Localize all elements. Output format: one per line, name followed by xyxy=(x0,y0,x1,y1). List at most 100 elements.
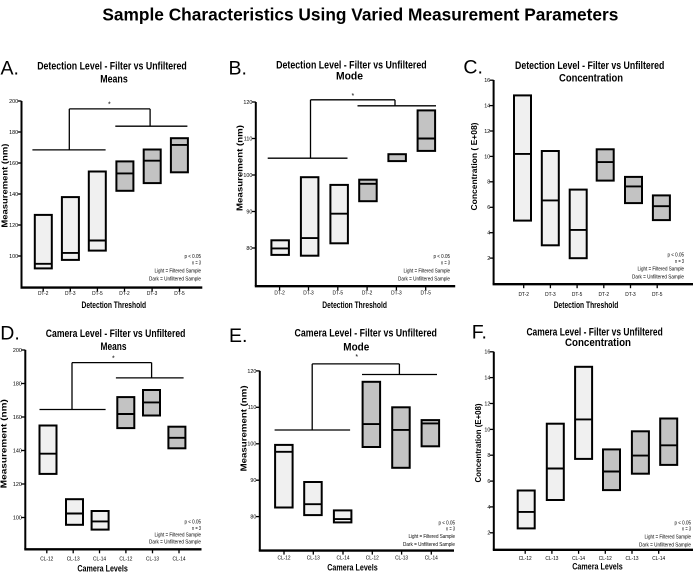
svg-text:120: 120 xyxy=(247,369,256,375)
svg-text:Light = Filtered Sample: Light = Filtered Sample xyxy=(645,534,692,540)
svg-text:n = 3: n = 3 xyxy=(441,261,450,267)
svg-text:14: 14 xyxy=(484,376,490,382)
svg-text:D.: D. xyxy=(0,323,20,345)
svg-text:CL-13: CL-13 xyxy=(395,556,408,562)
svg-text:CL-12: CL-12 xyxy=(366,556,379,562)
svg-text:160: 160 xyxy=(9,161,18,167)
svg-text:CL-13: CL-13 xyxy=(307,556,320,562)
svg-text:Mode: Mode xyxy=(336,71,363,83)
svg-text:Detection Level - Filter vs Un: Detection Level - Filter vs Unfiltered xyxy=(37,61,187,73)
svg-text:p < 0.05: p < 0.05 xyxy=(675,520,692,526)
svg-text:180: 180 xyxy=(9,130,18,136)
svg-text:Concentration: Concentration xyxy=(559,72,623,84)
svg-text:CL-14: CL-14 xyxy=(425,556,438,562)
svg-text:p < 0.05: p < 0.05 xyxy=(668,253,685,259)
svg-text:Detection Threshold: Detection Threshold xyxy=(322,300,387,311)
svg-text:Measurement (nm): Measurement (nm) xyxy=(1,143,10,227)
svg-text:CL-12: CL-12 xyxy=(40,557,53,563)
svg-text:A.: A. xyxy=(1,58,19,80)
svg-text:90: 90 xyxy=(246,209,252,215)
svg-text:100: 100 xyxy=(9,254,18,260)
svg-text:B.: B. xyxy=(229,58,247,80)
svg-text:CL-13: CL-13 xyxy=(545,556,558,562)
svg-text:CL-12: CL-12 xyxy=(119,557,132,563)
svg-text:Dark = Unfiltered Sample: Dark = Unfiltered Sample xyxy=(632,275,684,281)
svg-text:CL-13: CL-13 xyxy=(67,557,80,563)
svg-text:Camera Levels: Camera Levels xyxy=(327,563,378,574)
svg-text:110: 110 xyxy=(248,405,257,411)
svg-text:CL-12: CL-12 xyxy=(519,556,532,562)
svg-text:n = 3: n = 3 xyxy=(192,261,201,267)
svg-text:Concentration ( E+08): Concentration ( E+08) xyxy=(470,122,479,210)
svg-text:Detection Level - Filter vs Un: Detection Level - Filter vs Unfiltered xyxy=(276,59,427,71)
svg-text:Camera Level - Filter vs Unfil: Camera Level - Filter vs Unfiltered xyxy=(526,326,662,338)
svg-text:n = 3: n = 3 xyxy=(675,259,684,265)
svg-text:Concentration (E+08): Concentration (E+08) xyxy=(474,403,483,482)
svg-text:Measurement (nm): Measurement (nm) xyxy=(239,385,248,471)
svg-text:Sample Characteristics Using V: Sample Characteristics Using Varied Meas… xyxy=(102,4,618,24)
svg-text:CL-13: CL-13 xyxy=(146,557,159,563)
svg-text:CL-14: CL-14 xyxy=(572,556,585,562)
svg-text:DT-2: DT-2 xyxy=(362,291,373,297)
svg-text:Detection Threshold: Detection Threshold xyxy=(554,300,619,311)
svg-text:110: 110 xyxy=(244,136,253,142)
svg-text:2: 2 xyxy=(487,531,490,537)
svg-text:n = 3: n = 3 xyxy=(682,526,691,532)
svg-text:4: 4 xyxy=(487,505,490,511)
svg-text:6: 6 xyxy=(487,205,490,211)
svg-text:DT-3: DT-3 xyxy=(391,291,402,297)
svg-text:8: 8 xyxy=(487,180,490,186)
svg-text:Camera Level - Filter vs Unfil: Camera Level - Filter vs Unfiltered xyxy=(295,328,437,340)
svg-text:Light = Filtered Sample: Light = Filtered Sample xyxy=(155,533,202,539)
svg-text:Means: Means xyxy=(100,73,128,85)
svg-text:Means: Means xyxy=(101,341,127,353)
svg-text:CL-12: CL-12 xyxy=(599,556,612,562)
svg-text:140: 140 xyxy=(9,192,18,198)
svg-text:DT-2: DT-2 xyxy=(274,291,285,297)
svg-text:p < 0.05: p < 0.05 xyxy=(434,254,451,260)
svg-text:Detection Threshold: Detection Threshold xyxy=(82,300,147,311)
svg-text:Light = Filtered Sample: Light = Filtered Sample xyxy=(638,267,685,273)
svg-text:p < 0.05: p < 0.05 xyxy=(185,520,202,526)
svg-text:80: 80 xyxy=(246,246,252,252)
svg-text:DT-3: DT-3 xyxy=(147,291,158,297)
svg-text:E.: E. xyxy=(229,325,247,347)
svg-text:160: 160 xyxy=(13,415,22,421)
svg-text:F.: F. xyxy=(472,321,487,343)
svg-text:*: * xyxy=(355,354,358,361)
svg-text:10: 10 xyxy=(484,154,490,160)
svg-text:CL-14: CL-14 xyxy=(93,557,106,563)
svg-text:DT-5: DT-5 xyxy=(92,291,103,297)
svg-text:Detection Level - Filter vs Un: Detection Level - Filter vs Unfiltered xyxy=(515,60,664,72)
svg-text:*: * xyxy=(112,355,115,362)
svg-text:DT-2: DT-2 xyxy=(119,291,130,297)
svg-text:2: 2 xyxy=(487,256,490,262)
svg-text:100: 100 xyxy=(13,515,22,521)
svg-text:C.: C. xyxy=(463,57,483,79)
svg-text:12: 12 xyxy=(484,129,490,135)
svg-text:180: 180 xyxy=(13,381,22,387)
svg-text:Dark = Unfiltered Sample: Dark = Unfiltered Sample xyxy=(398,276,450,282)
svg-text:Light = Filtered Sample: Light = Filtered Sample xyxy=(404,268,451,274)
svg-text:DT-5: DT-5 xyxy=(420,291,431,297)
svg-text:8: 8 xyxy=(487,453,490,459)
svg-text:DT-2: DT-2 xyxy=(38,291,49,297)
svg-text:CL-13: CL-13 xyxy=(626,556,639,562)
svg-text:120: 120 xyxy=(13,482,22,488)
svg-text:DT-2: DT-2 xyxy=(518,292,529,298)
svg-text:16: 16 xyxy=(484,78,490,84)
svg-text:*: * xyxy=(352,93,355,100)
svg-text:DT-3: DT-3 xyxy=(545,292,556,298)
svg-text:200: 200 xyxy=(9,99,18,105)
svg-text:DT-5: DT-5 xyxy=(174,291,185,297)
svg-text:6: 6 xyxy=(487,479,490,485)
svg-text:Light = Filtered Sample: Light = Filtered Sample xyxy=(155,268,202,274)
svg-text:Dark = Unfiltered Sample: Dark = Unfiltered Sample xyxy=(639,542,691,548)
svg-text:n = 3: n = 3 xyxy=(192,526,201,532)
svg-text:Concentration: Concentration xyxy=(565,337,631,349)
svg-text:CL-14: CL-14 xyxy=(337,556,350,562)
svg-text:Dark = Unfiltered Sample: Dark = Unfiltered Sample xyxy=(149,540,201,546)
svg-text:CL-12: CL-12 xyxy=(278,556,291,562)
svg-text:4: 4 xyxy=(487,231,490,237)
svg-text:16: 16 xyxy=(484,350,490,356)
